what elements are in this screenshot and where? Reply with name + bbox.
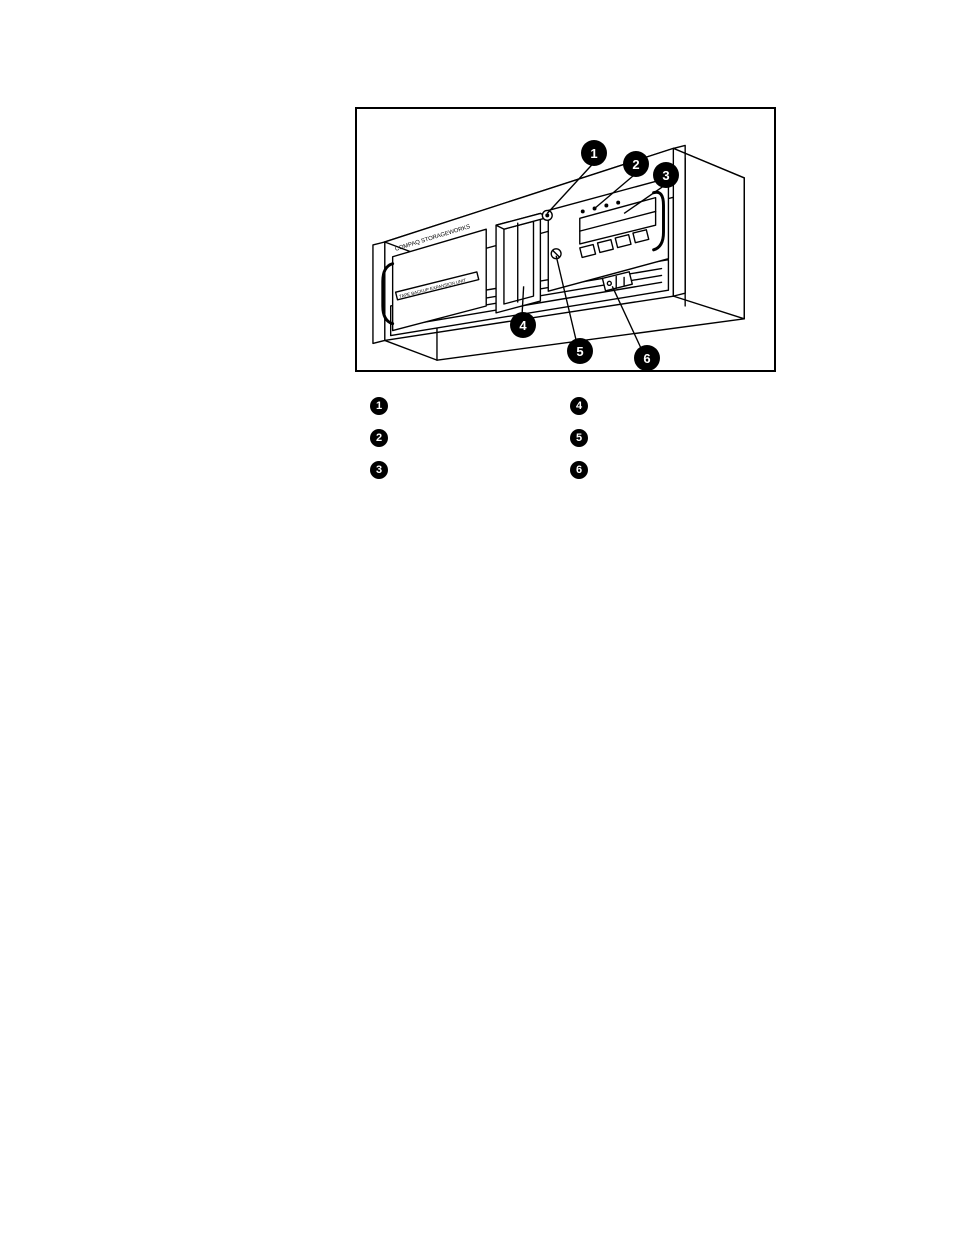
legend-item: 2 xyxy=(370,427,398,449)
legend-num-icon: 1 xyxy=(370,397,388,415)
legend-num-icon: 2 xyxy=(370,429,388,447)
legend-item: 6 xyxy=(570,459,598,481)
callout-5: 5 xyxy=(567,338,593,364)
callout-1: 1 xyxy=(581,140,607,166)
callout-num: 6 xyxy=(643,351,650,366)
legend-col-1: 1 2 3 xyxy=(370,395,398,491)
device-illustration: COMPAQ STORAGEWORKS TAPE BACKUP EXPANSIO… xyxy=(357,109,774,370)
callout-num: 4 xyxy=(519,318,526,333)
callout-num: 5 xyxy=(576,344,583,359)
legend-num-icon: 6 xyxy=(570,461,588,479)
legend-num-icon: 5 xyxy=(570,429,588,447)
callout-4: 4 xyxy=(510,312,536,338)
legend-item: 5 xyxy=(570,427,598,449)
callout-2: 2 xyxy=(623,151,649,177)
callout-3: 3 xyxy=(653,162,679,188)
legend-item: 3 xyxy=(370,459,398,481)
callout-num: 2 xyxy=(632,157,639,172)
callout-num: 1 xyxy=(590,146,597,161)
callout-6: 6 xyxy=(634,345,660,371)
device-figure: COMPAQ STORAGEWORKS TAPE BACKUP EXPANSIO… xyxy=(355,107,776,372)
legend-item: 4 xyxy=(570,395,598,417)
legend-num-icon: 4 xyxy=(570,397,588,415)
callout-num: 3 xyxy=(662,168,669,183)
legend-num-icon: 3 xyxy=(370,461,388,479)
page: COMPAQ STORAGEWORKS TAPE BACKUP EXPANSIO… xyxy=(0,0,954,1235)
legend-col-2: 4 5 6 xyxy=(570,395,598,491)
legend-item: 1 xyxy=(370,395,398,417)
